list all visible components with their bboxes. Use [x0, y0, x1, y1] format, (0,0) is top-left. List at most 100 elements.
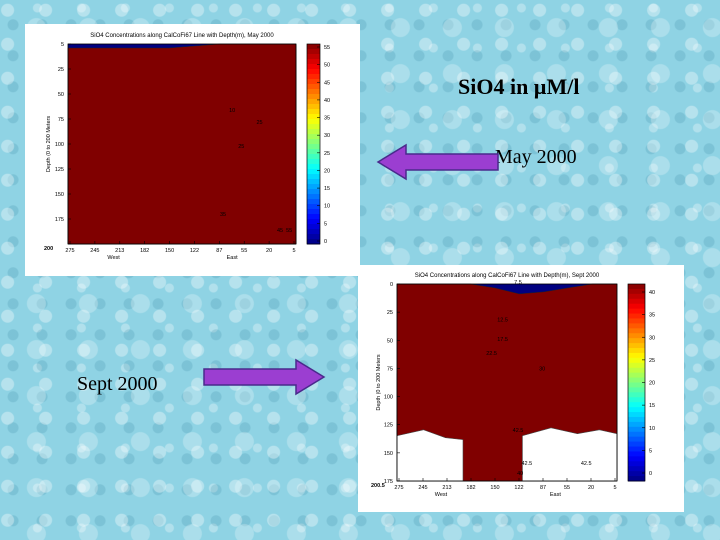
colorbar-segment [307, 69, 320, 75]
y-tick-label: 50 [387, 338, 393, 344]
y-axis-label: Depth (0 to 200 Meters [376, 354, 382, 411]
x-axis-label-west: West [107, 255, 120, 261]
colorbar-tick-label: 20 [649, 381, 655, 387]
x-tick-label: 245 [90, 248, 99, 254]
colorbar-segment [628, 397, 645, 403]
colorbar-tick-label: 20 [324, 168, 330, 174]
colorbar-segment [307, 219, 320, 225]
colorbar-segment [307, 229, 320, 235]
colorbar-segment [307, 124, 320, 130]
colorbar-segment [307, 139, 320, 145]
colorbar-tick-label: 5 [649, 448, 652, 454]
colorbar-frame [306, 43, 321, 245]
contour-label: 17.5 [497, 337, 508, 343]
y-corner-label: 200 [44, 246, 53, 252]
colorbar-tick-label: 35 [649, 313, 655, 319]
contour-label: 42.5 [521, 461, 532, 467]
colorbar-segment [307, 154, 320, 160]
colorbar-segment [628, 303, 645, 310]
colorbar-segment [628, 348, 645, 354]
colorbar-segment [307, 84, 320, 90]
colorbar-segment [628, 318, 645, 324]
colorbar-segment [307, 114, 320, 120]
y-tick-label: 150 [55, 192, 64, 198]
x-tick-label: 213 [115, 248, 124, 254]
colorbar-segment [307, 239, 320, 245]
colorbar-segment [628, 338, 645, 344]
colorbar-segment [307, 119, 320, 125]
y-tick-label: 175 [384, 479, 393, 485]
colorbar-segment [628, 308, 645, 315]
colorbar-segment [628, 328, 645, 334]
colorbar-segment [307, 159, 320, 165]
colorbar-segment [628, 392, 645, 398]
x-tick-label: 275 [65, 248, 74, 254]
x-tick-label: 20 [266, 248, 272, 254]
colorbar-tick-label: 25 [324, 151, 330, 157]
colorbar-segment [307, 74, 320, 80]
colorbar-tick-label: 15 [649, 403, 655, 409]
x-axis-label-east: East [227, 255, 238, 261]
colorbar-tick-label: 30 [324, 133, 330, 139]
x-tick-label: 150 [165, 248, 174, 254]
contour-label: 45 [277, 228, 283, 234]
contour-label: 22.5 [486, 351, 497, 357]
colorbar-tick-label: 5 [324, 221, 327, 227]
colorbar-segment [628, 446, 645, 452]
left-arrow-icon [376, 143, 499, 181]
x-tick-label: 213 [442, 485, 451, 491]
contour-label: 10 [229, 108, 235, 114]
colorbar-tick-label: 35 [324, 116, 330, 122]
y-tick-label: 125 [384, 423, 393, 429]
colorbar-segment [628, 412, 645, 418]
y-tick-label: 25 [387, 310, 393, 316]
x-axis-label-west: West [435, 492, 448, 498]
y-tick-label: 25 [58, 67, 64, 73]
colorbar-segment [307, 224, 320, 230]
colorbar-segment [307, 184, 320, 190]
y-tick-label: 125 [55, 167, 64, 173]
x-tick-label: 5 [613, 485, 616, 491]
colorbar-segment [307, 214, 320, 220]
x-tick-label: 122 [190, 248, 199, 254]
colorbar-segment [307, 149, 320, 155]
colorbar-tick-label: 40 [649, 290, 655, 296]
colorbar-segment [628, 456, 645, 462]
y-tick-label: 50 [58, 92, 64, 98]
x-axis-label-east: East [550, 492, 561, 498]
right-arrow-icon [203, 358, 326, 396]
colorbar-segment [628, 367, 645, 374]
colorbar-segment [307, 64, 320, 70]
colorbar-segment [307, 144, 320, 150]
x-tick-label: 182 [140, 248, 149, 254]
colorbar-segment [628, 357, 645, 364]
colorbar-segment [628, 441, 645, 448]
sept-2000-label: Sept 2000 [77, 373, 158, 395]
x-tick-label: 182 [466, 485, 475, 491]
contour-label: 30 [539, 367, 545, 373]
colorbar-segment [628, 436, 645, 443]
sept-2000-chart-panel: SiO4 Concentrations along CalCoFi67 Line… [358, 265, 684, 512]
colorbar-segment [307, 129, 320, 135]
colorbar-segment [307, 109, 320, 115]
colorbar-segment [628, 421, 645, 428]
sept-2000-contour-chart: SiO4 Concentrations along CalCoFi67 Line… [371, 273, 655, 498]
colorbar-tick-label: 10 [649, 426, 655, 432]
y-tick-label: 100 [55, 142, 64, 148]
colorbar-segment [307, 194, 320, 200]
colorbar-tick-label: 30 [649, 335, 655, 341]
colorbar-segment [628, 333, 645, 339]
colorbar-segment [628, 431, 645, 438]
x-tick-label: 245 [418, 485, 427, 491]
contour-label: 12.5 [497, 317, 508, 323]
colorbar-segment [307, 89, 320, 95]
colorbar-segment [628, 466, 645, 472]
colorbar-segment [307, 179, 320, 185]
colorbar-tick-label: 15 [324, 186, 330, 192]
colorbar-segment [307, 59, 320, 65]
colorbar-segment [307, 44, 320, 50]
x-tick-label: 55 [564, 485, 570, 491]
colorbar-tick-label: 0 [324, 239, 327, 245]
colorbar-segment [307, 49, 320, 55]
may-2000-chart-panel: SiO4 Concentrations along CalCoFi67 Line… [25, 24, 360, 276]
